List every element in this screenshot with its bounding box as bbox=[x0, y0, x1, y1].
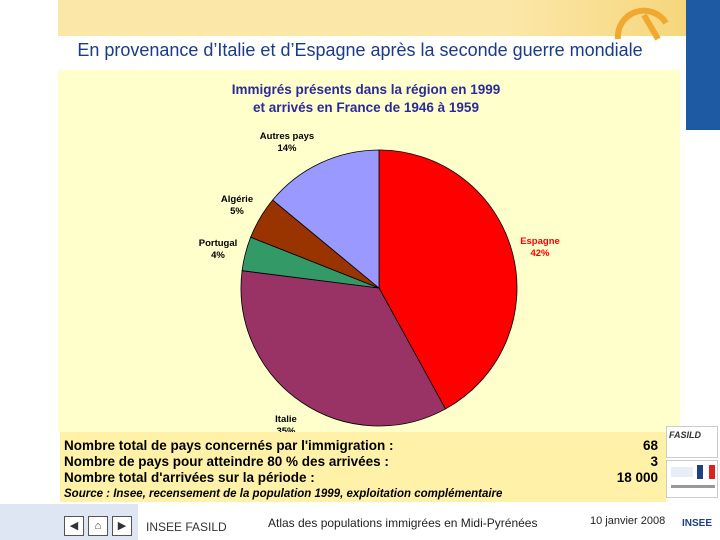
source-note: Source : Insee, recensement de la popula… bbox=[64, 488, 503, 500]
slice-value-label: 4% bbox=[211, 250, 225, 261]
pie-slice-espagne bbox=[378, 149, 518, 410]
side-accent-bar bbox=[686, 0, 720, 130]
slice-value-label: 42% bbox=[530, 248, 550, 259]
flag-icon bbox=[671, 465, 715, 488]
header-band bbox=[58, 0, 688, 36]
chart-title-line2: et arrivés en France de 1946 à 1959 bbox=[253, 100, 479, 115]
pie-slice-italie bbox=[240, 270, 447, 427]
slice-name-label: Autres pays bbox=[260, 131, 314, 142]
chart-title-line1: Immigrés présents dans la région en 1999 bbox=[232, 82, 501, 97]
footer-organization: INSEE FASILD bbox=[146, 520, 227, 534]
prev-slide-button[interactable]: ◀ bbox=[64, 516, 84, 536]
slice-name-label: Portugal bbox=[199, 238, 238, 249]
slice-value-label: 35% bbox=[276, 426, 296, 432]
slice-name-label: Espagne bbox=[520, 236, 560, 247]
slice-value-label: 5% bbox=[230, 206, 244, 217]
home-button[interactable]: ⌂ bbox=[88, 516, 108, 536]
summary-label: Nombre total de pays concernés par l'imm… bbox=[64, 438, 394, 453]
pie-slice-autres-pays bbox=[272, 149, 380, 289]
slice-value-label: 14% bbox=[277, 143, 297, 154]
logo-arc-icon bbox=[614, 7, 669, 41]
summary-label: Nombre total d'arrivées sur la période : bbox=[64, 470, 315, 485]
summary-row-countries: Nombre total de pays concernés par l'imm… bbox=[64, 438, 664, 454]
partner-logos: FASILD bbox=[664, 426, 720, 504]
next-slide-button[interactable]: ▶ bbox=[112, 516, 132, 536]
summary-value: 3 bbox=[650, 454, 658, 469]
republic-logo bbox=[666, 460, 718, 498]
slice-name-label: Algérie bbox=[221, 194, 253, 205]
summary-box: Nombre total de pays concernés par l'imm… bbox=[60, 432, 666, 502]
summary-value: 68 bbox=[642, 438, 658, 453]
fasild-logo-text: FASILD bbox=[669, 430, 702, 440]
pie-chart: Immigrés présents dans la région en 1999… bbox=[199, 82, 560, 432]
footer-title: Atlas des populations immigrées en Midi-… bbox=[268, 516, 538, 530]
summary-value: 18 000 bbox=[616, 470, 658, 485]
fasild-logo: FASILD bbox=[666, 426, 718, 458]
page-title: En provenance d’Italie et d’Espagne aprè… bbox=[77, 40, 643, 60]
summary-row-80pct: Nombre de pays pour atteindre 80 % des a… bbox=[64, 454, 664, 470]
summary-label: Nombre de pays pour atteindre 80 % des a… bbox=[64, 454, 389, 469]
summary-row-arrivals: Nombre total d'arrivées sur la période :… bbox=[64, 470, 664, 486]
slice-name-label: Italie bbox=[275, 414, 297, 425]
insee-logo: INSEE bbox=[682, 518, 713, 529]
footer-date: 10 janvier 2008 bbox=[590, 515, 666, 527]
